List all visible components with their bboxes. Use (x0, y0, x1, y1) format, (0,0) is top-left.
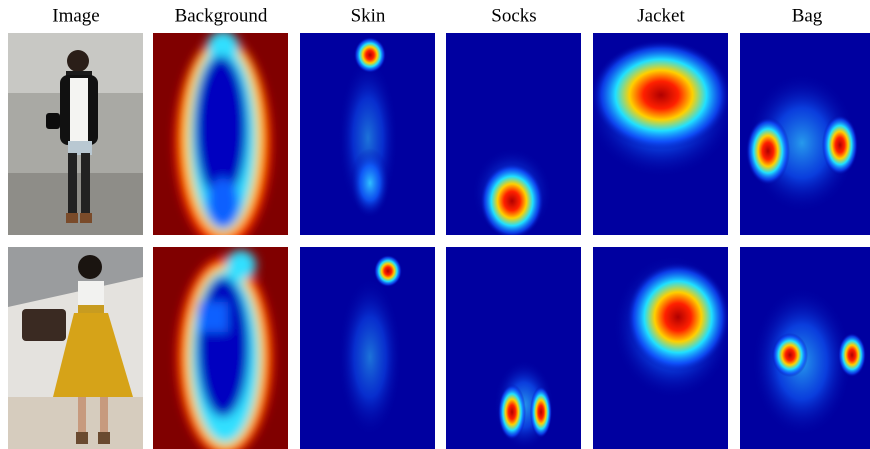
background-map (153, 33, 288, 235)
photo (8, 247, 143, 449)
header: Skin (351, 5, 386, 26)
header: Image (52, 5, 99, 26)
socks-map (446, 33, 581, 235)
column-headers: Image Background Skin Socks Jacket Bag (52, 5, 823, 26)
jacket-map (593, 33, 728, 235)
skin-map (300, 33, 435, 235)
header: Jacket (637, 5, 685, 26)
background-map (153, 247, 288, 449)
header: Background (175, 5, 268, 26)
photo (8, 33, 143, 235)
socks-map (446, 247, 581, 449)
header: Bag (792, 5, 823, 26)
jacket-map (593, 247, 728, 449)
bag-map (740, 247, 870, 449)
header: Socks (491, 5, 536, 26)
bag-map (740, 33, 870, 235)
skin-map (300, 247, 435, 449)
